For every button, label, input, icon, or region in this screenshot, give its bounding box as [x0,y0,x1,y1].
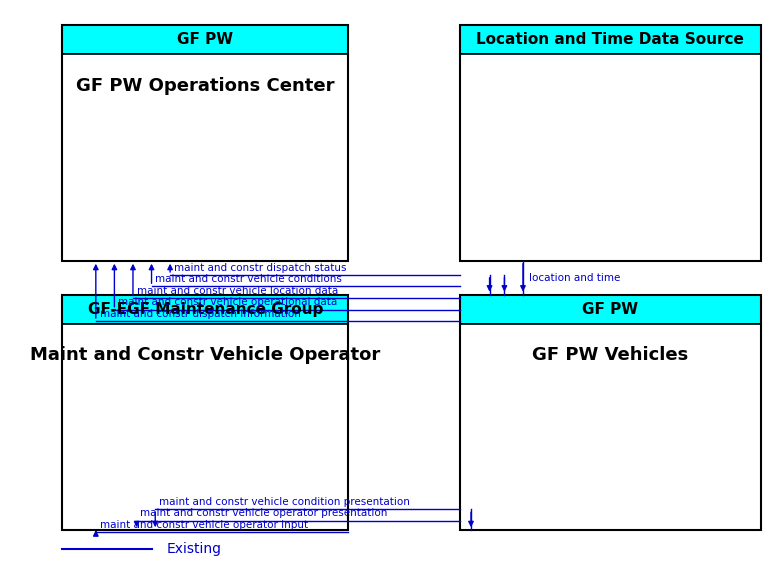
Text: maint and constr dispatch information: maint and constr dispatch information [99,309,301,319]
Bar [63,54,348,261]
Text: maint and constr vehicle conditions: maint and constr vehicle conditions [155,274,342,284]
Text: location and time: location and time [529,273,620,283]
Bar [63,25,348,261]
Bar [63,25,348,54]
Text: maint and constr vehicle operator presentation: maint and constr vehicle operator presen… [140,508,388,518]
Text: GF PW Operations Center: GF PW Operations Center [76,77,334,95]
Bar [460,295,761,324]
Text: maint and constr vehicle location data: maint and constr vehicle location data [137,286,338,296]
Text: maint and constr vehicle condition presentation: maint and constr vehicle condition prese… [159,497,410,507]
Text: Existing: Existing [167,542,222,555]
Bar [460,25,761,54]
Bar [460,54,761,261]
Text: GF PW: GF PW [177,33,233,47]
Bar [63,295,348,324]
Text: Location and Time Data Source: Location and Time Data Source [476,33,744,47]
Text: maint and constr vehicle operational data: maint and constr vehicle operational dat… [118,297,337,307]
Bar [63,324,348,530]
Bar [460,295,761,530]
Bar [460,25,761,261]
Text: GF PW: GF PW [583,302,638,316]
Text: GF PW Vehicles: GF PW Vehicles [532,346,688,364]
Text: GF-EGF Maintenance Group: GF-EGF Maintenance Group [88,302,323,316]
Text: maint and constr vehicle operator input: maint and constr vehicle operator input [99,519,308,530]
Text: maint and constr dispatch status: maint and constr dispatch status [174,263,346,273]
Bar [63,295,348,530]
Text: Maint and Constr Vehicle Operator: Maint and Constr Vehicle Operator [31,346,381,364]
Bar [460,324,761,530]
